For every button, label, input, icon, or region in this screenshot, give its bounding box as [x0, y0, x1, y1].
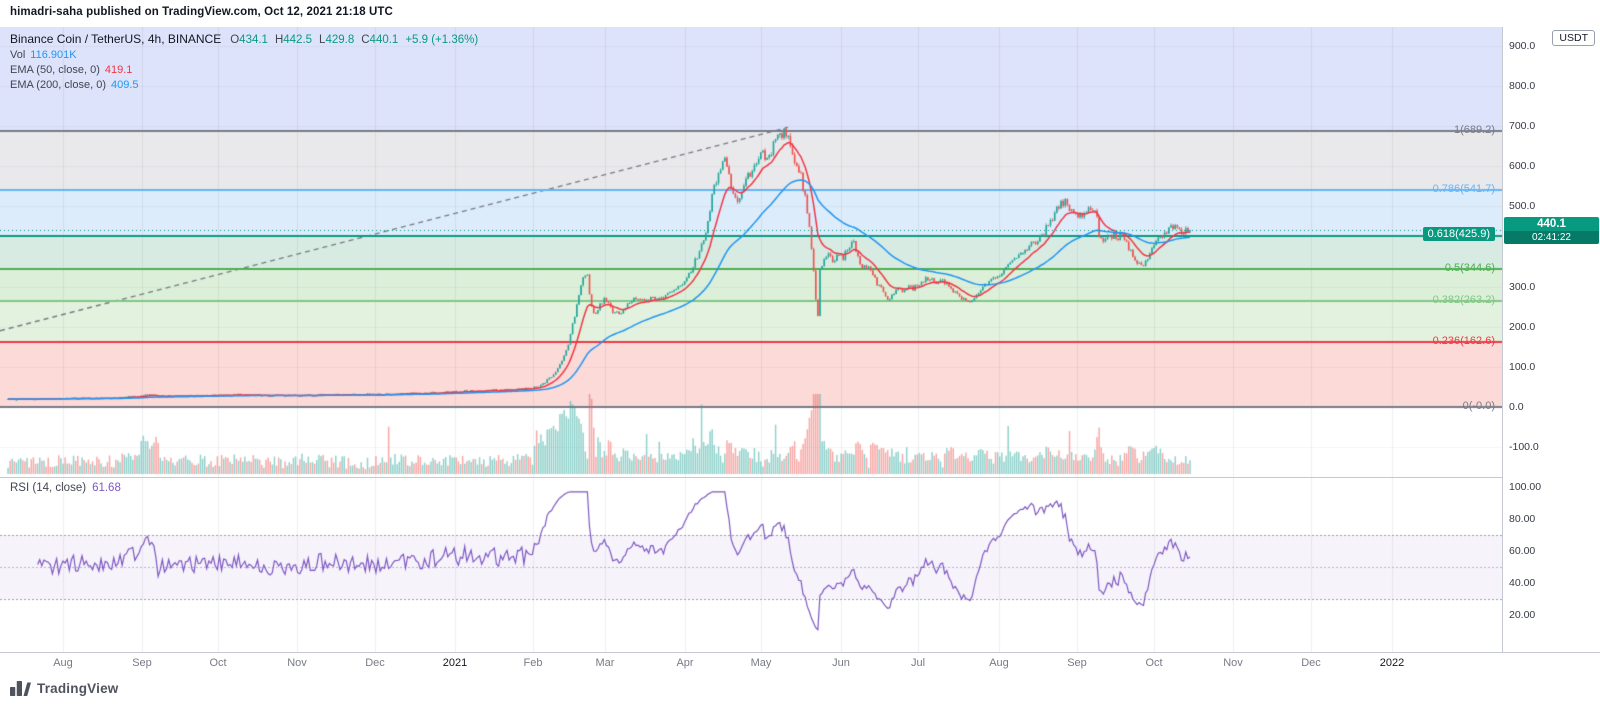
fib-level-label: 0.236(162.6): [1432, 334, 1495, 347]
last-price-badge: 440.1 02:41:22: [1504, 217, 1599, 245]
time-label: May: [750, 657, 772, 669]
price-tick: 600.0: [1509, 160, 1536, 173]
price-tick: 900.0: [1509, 40, 1536, 52]
tradingview-logo-icon: [10, 681, 31, 696]
rsi-tick: 100.00: [1509, 481, 1542, 493]
fib-level-label: 1(689.2): [1454, 123, 1495, 136]
time-label: Dec: [365, 657, 385, 669]
time-axis-separator: [0, 652, 1600, 653]
price-tick: 100.0: [1509, 360, 1536, 373]
volume-value: 116.901K: [30, 49, 77, 61]
open-value: 434.1: [239, 34, 268, 46]
publish-note: himadri-saha published on TradingView.co…: [10, 6, 393, 18]
bar-countdown: 02:41:22: [1504, 231, 1599, 245]
tradingview-wordmark: TradingView: [37, 681, 119, 696]
fib-level-label: 0.618(425.9): [1422, 227, 1495, 242]
price-tick: -100.0: [1509, 441, 1539, 454]
time-label: Aug: [53, 657, 73, 669]
legend-title: Binance Coin / TetherUS, 4h, BINANCE: [10, 32, 222, 46]
ema50-row[interactable]: EMA (50, close, 0) 419.1: [10, 63, 478, 78]
time-label: Oct: [209, 657, 227, 669]
rsi-tick: 60.00: [1509, 545, 1536, 557]
fib-level-label: 0.382(263.2): [1432, 294, 1495, 307]
fib-level-label: 0.5(344.6): [1444, 261, 1495, 274]
publish-note-text: himadri-saha published on TradingView.co…: [10, 6, 393, 18]
time-label: Jul: [910, 657, 926, 669]
rsi-legend[interactable]: RSI (14, close) 61.68: [10, 482, 121, 494]
time-label: Oct: [1145, 657, 1163, 669]
ema50-value: 419.1: [104, 64, 133, 76]
time-label: Feb: [523, 657, 543, 669]
time-label: Nov: [287, 657, 307, 669]
price-chart-canvas[interactable]: [0, 27, 1502, 477]
symbol-row[interactable]: Binance Coin / TetherUS, 4h, BINANCE O43…: [10, 32, 478, 48]
rsi-label: RSI (14, close): [10, 482, 87, 494]
price-pane[interactable]: 1(689.2) 0.786(541.7) 0.618(425.9) 0.5(344.…: [0, 27, 1502, 477]
price-axis-border: [1502, 27, 1503, 652]
ohlc-values: O434.1 H442.5 L429.8 C440.1 +5.9 (+1.36%…: [230, 34, 479, 46]
price-tick: 0.0: [1509, 401, 1524, 413]
rsi-pane[interactable]: RSI (14, close) 61.68: [0, 477, 1502, 652]
high-value: 442.5: [283, 34, 313, 46]
ema200-label: EMA (200, close, 0): [10, 79, 106, 91]
price-tick: 300.0: [1509, 280, 1536, 293]
price-tick: 800.0: [1509, 80, 1536, 93]
time-label: Sep: [1067, 657, 1087, 669]
volume-label: Vol: [10, 49, 26, 61]
rsi-tick: 40.00: [1509, 577, 1536, 589]
time-label: Apr: [676, 657, 694, 669]
time-label: 2021: [442, 657, 468, 669]
rsi-value: 61.68: [92, 482, 121, 494]
ema200-value: 409.5: [111, 79, 139, 91]
time-label: Nov: [1223, 657, 1243, 669]
fib-level-label: 0(-0.0): [1462, 400, 1495, 412]
ema50-label: EMA (50, close, 0): [10, 64, 100, 76]
rsi-tick: 20.00: [1509, 609, 1536, 621]
last-price-value: 440.1: [1504, 217, 1599, 232]
time-label: Aug: [989, 657, 1009, 669]
close-value: 440.1: [369, 34, 399, 46]
fib-level-label: 0.786(541.7): [1432, 182, 1495, 195]
time-label: Jun: [832, 657, 850, 669]
time-label: 2022: [1379, 657, 1405, 669]
currency-badge[interactable]: USDT: [1552, 30, 1595, 46]
low-value: 429.8: [325, 34, 355, 46]
time-axis[interactable]: Aug Sep Oct Nov Dec 2021 Feb Mar Apr May Jun Jul Aug…: [0, 653, 1600, 673]
rsi-tick: 80.00: [1509, 513, 1536, 525]
time-label: Dec: [1301, 657, 1321, 669]
rsi-canvas[interactable]: [0, 477, 1502, 652]
time-label: Mar: [595, 657, 615, 669]
ema200-row[interactable]: EMA (200, close, 0) 409.5: [10, 78, 478, 93]
pane-separator[interactable]: [0, 477, 1600, 478]
price-axis[interactable]: USDT 440.1 02:41:22 900.0 800.0 700.0 600.0…: [1503, 27, 1600, 652]
price-tick: 700.0: [1509, 120, 1536, 133]
price-tick: 200.0: [1509, 320, 1536, 333]
change-value: +5.9 (+1.36%): [405, 34, 479, 46]
tradingview-footer[interactable]: TradingView: [10, 681, 118, 696]
price-tick: 500.0: [1509, 200, 1536, 213]
time-label: Sep: [132, 657, 152, 669]
volume-row[interactable]: Vol 116.901K: [10, 48, 478, 63]
symbol-legend[interactable]: Binance Coin / TetherUS, 4h, BINANCE O43…: [10, 32, 478, 93]
